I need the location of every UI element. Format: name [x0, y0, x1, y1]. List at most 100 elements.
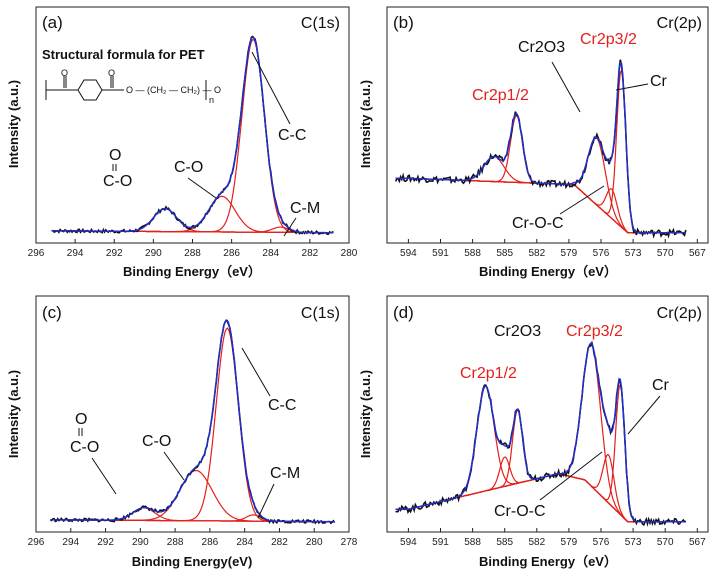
x-tick-label: 585 [496, 248, 513, 259]
spectrum-label: C(1s) [301, 305, 340, 322]
x-tick-label: 294 [67, 248, 84, 259]
peak-label-cr-o-c: Cr-O-C [494, 503, 546, 520]
peak-label-cr2p32: Cr2p3/2 [580, 31, 637, 48]
panel-a: (a) C(1s) Intensity (a.u.) Binding Energ… [6, 6, 358, 279]
panel-b: (b) Cr(2p) Intensity (a.u.) Binding Ener… [358, 6, 709, 279]
spectrum-label: Cr(2p) [657, 305, 702, 322]
x-tick-label: 582 [528, 537, 545, 548]
peak-label-cr2p32: Cr2p3/2 [566, 323, 623, 340]
x-tick-label: 573 [625, 248, 642, 259]
panel-label: (b) [393, 13, 414, 32]
panel-label: (a) [42, 13, 63, 32]
x-tick-label: 284 [236, 537, 253, 548]
pointer-c-o-carbonyl [91, 457, 117, 495]
carbonyl-oxygen: O [75, 411, 87, 428]
peak-label-c-c: C-C [268, 397, 296, 414]
structure-oxygen-2: O [108, 68, 115, 78]
peak-label-cr: Cr [650, 73, 668, 90]
pointer-cr-o-c [539, 451, 603, 501]
pointer-cr2o3 [551, 61, 581, 113]
x-tick-label: 594 [400, 537, 417, 548]
x-tick-label: 585 [496, 537, 513, 548]
x-ticks: 296 294 292 290 288 286 284 282 280 [28, 239, 358, 259]
x-tick-label: 284 [262, 248, 279, 259]
y-axis-label: Intensity (a.u.) [6, 80, 21, 168]
x-axis-label: Binding Energy(eV) [132, 554, 253, 569]
y-axis-label: Intensity (a.u.) [6, 370, 21, 458]
peak-label-c-o-carbonyl: C-O [103, 173, 132, 190]
x-tick-label: 591 [432, 537, 449, 548]
x-tick-label: 582 [528, 248, 545, 259]
x-tick-label: 292 [97, 537, 114, 548]
spectrum-label: Cr(2p) [657, 15, 702, 32]
x-tick-label: 286 [202, 537, 219, 548]
peak-label-cr: Cr [652, 377, 670, 394]
curves [394, 59, 687, 239]
x-axis-label: Binding Energy（eV） [479, 264, 617, 279]
peak-label-c-m: C-M [290, 200, 320, 217]
curves [49, 319, 336, 525]
plot-frame [386, 295, 709, 533]
x-tick-label: 282 [302, 248, 319, 259]
peak-label-cr2p12: Cr2p1/2 [472, 87, 529, 104]
x-tick-label: 579 [561, 248, 578, 259]
structure-title: Structural formula for PET [42, 47, 205, 62]
panel-c: (c) C(1s) Intensity (a.u.) Binding Energ… [6, 295, 358, 569]
x-tick-label: 594 [400, 248, 417, 259]
peak-label-cr2o3: Cr2O3 [494, 323, 541, 340]
x-tick-label: 290 [145, 248, 162, 259]
fit-envelope [50, 319, 335, 523]
pointer-c-o [163, 451, 185, 481]
x-tick-label: 570 [657, 248, 674, 259]
x-ticks: 296 294 292 290 288 286 284 282 280 278 [28, 528, 358, 548]
pointer-c-o [187, 177, 217, 199]
x-tick-label: 591 [432, 248, 449, 259]
pointer-cr [627, 395, 661, 435]
structure-chain: O — (CH₂ — CH₂) — O [126, 85, 221, 95]
x-tick-label: 288 [167, 537, 184, 548]
fit-component [395, 342, 686, 523]
pointer-cr-o-c [559, 185, 605, 215]
pointer-c-c [251, 51, 291, 125]
panel-label: (d) [393, 303, 414, 322]
x-axis-label: Binding Energy（eV） [479, 554, 617, 569]
measured-spectrum [51, 35, 334, 236]
x-tick-label: 570 [657, 537, 674, 548]
panel-label: (c) [42, 303, 62, 322]
peak-label-c-c: C-C [278, 127, 306, 144]
x-ticks: 594 591 588 585 582 579 576 573 570 567 [400, 239, 706, 259]
peak-label-cr-o-c: Cr-O-C [512, 215, 564, 232]
pointer-cr [615, 83, 649, 91]
x-ticks: 594 591 588 585 582 579 576 573 570 567 [400, 528, 706, 548]
peak-label-cr2o3: Cr2O3 [518, 39, 565, 56]
peak-label-c-o-carbonyl: C-O [70, 439, 99, 456]
structure-n: n [209, 95, 214, 105]
x-tick-label: 579 [561, 537, 578, 548]
x-tick-label: 296 [28, 537, 45, 548]
peak-label-c-m: C-M [270, 465, 300, 482]
peak-label-c-o: C-O [174, 159, 203, 176]
measured-spectrum [394, 59, 687, 239]
fit-component [50, 327, 335, 523]
x-tick-label: 290 [132, 537, 149, 548]
y-axis-label: Intensity (a.u.) [358, 370, 373, 458]
pointer-c-m [283, 217, 297, 237]
measured-spectrum [395, 340, 687, 527]
x-tick-label: 567 [689, 248, 706, 259]
x-tick-label: 288 [184, 248, 201, 259]
x-tick-label: 280 [306, 537, 323, 548]
measured-spectrum [49, 319, 336, 525]
pet-structure [45, 76, 207, 101]
fit-component [395, 68, 686, 234]
cr2o3-text: Cr2O3 [518, 39, 565, 56]
x-axis-label: Binding Energy（eV） [123, 264, 261, 279]
structure-oxygen-1: O [61, 68, 68, 78]
x-tick-label: 573 [625, 537, 642, 548]
x-tick-label: 280 [341, 248, 358, 259]
spectrum-label: C(1s) [301, 15, 340, 32]
fit-envelope [395, 342, 686, 523]
x-tick-label: 296 [28, 248, 45, 259]
x-tick-label: 576 [593, 248, 610, 259]
fit-envelope [395, 61, 686, 234]
